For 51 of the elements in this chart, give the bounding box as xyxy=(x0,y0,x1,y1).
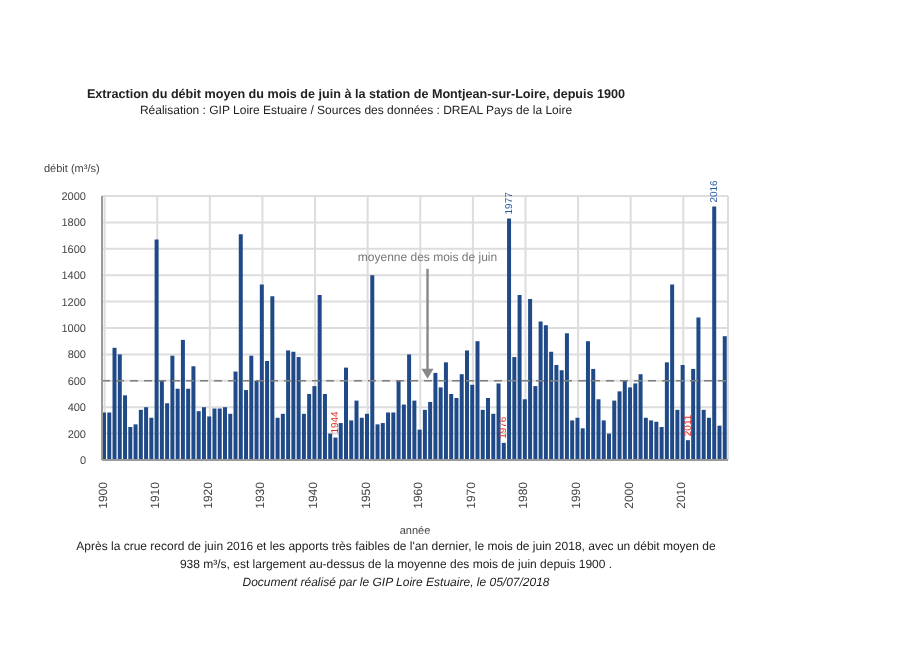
bar xyxy=(307,394,312,460)
bar xyxy=(180,339,185,460)
bar xyxy=(628,387,633,460)
bar xyxy=(291,351,296,460)
bar xyxy=(217,408,222,460)
bar xyxy=(270,296,275,460)
bar xyxy=(528,298,533,460)
bar xyxy=(259,284,264,460)
bar xyxy=(286,350,291,460)
bar xyxy=(649,420,654,460)
bar xyxy=(543,325,548,460)
bar xyxy=(475,341,480,460)
bar xyxy=(238,234,243,460)
bar xyxy=(249,355,254,460)
bar xyxy=(144,407,149,460)
bar xyxy=(680,364,685,460)
bar xyxy=(386,412,391,460)
bar xyxy=(138,409,143,460)
bar xyxy=(670,284,675,460)
bar xyxy=(296,357,301,460)
bar xyxy=(654,421,659,460)
bar xyxy=(443,362,448,460)
bar xyxy=(585,341,590,460)
bar xyxy=(422,409,427,460)
bar xyxy=(464,350,469,460)
bar xyxy=(370,275,375,460)
bar xyxy=(564,333,569,460)
bar xyxy=(396,380,401,460)
bar xyxy=(117,354,122,460)
bar xyxy=(201,407,206,460)
bar xyxy=(622,380,627,460)
bar xyxy=(712,206,717,460)
bar xyxy=(343,367,348,460)
bar xyxy=(154,239,159,460)
bar xyxy=(575,417,580,460)
bar xyxy=(407,354,412,460)
bar xyxy=(722,336,727,460)
bar xyxy=(112,347,117,460)
bar xyxy=(433,372,438,460)
bar xyxy=(170,355,175,460)
bar xyxy=(507,218,512,460)
bar xyxy=(191,366,196,460)
bar xyxy=(222,407,227,460)
bar xyxy=(517,295,522,460)
bar xyxy=(212,408,217,460)
bar xyxy=(538,321,543,460)
bar xyxy=(638,374,643,460)
bar xyxy=(317,295,322,460)
bar xyxy=(486,397,491,460)
bar xyxy=(696,317,701,460)
bar xyxy=(354,400,359,460)
